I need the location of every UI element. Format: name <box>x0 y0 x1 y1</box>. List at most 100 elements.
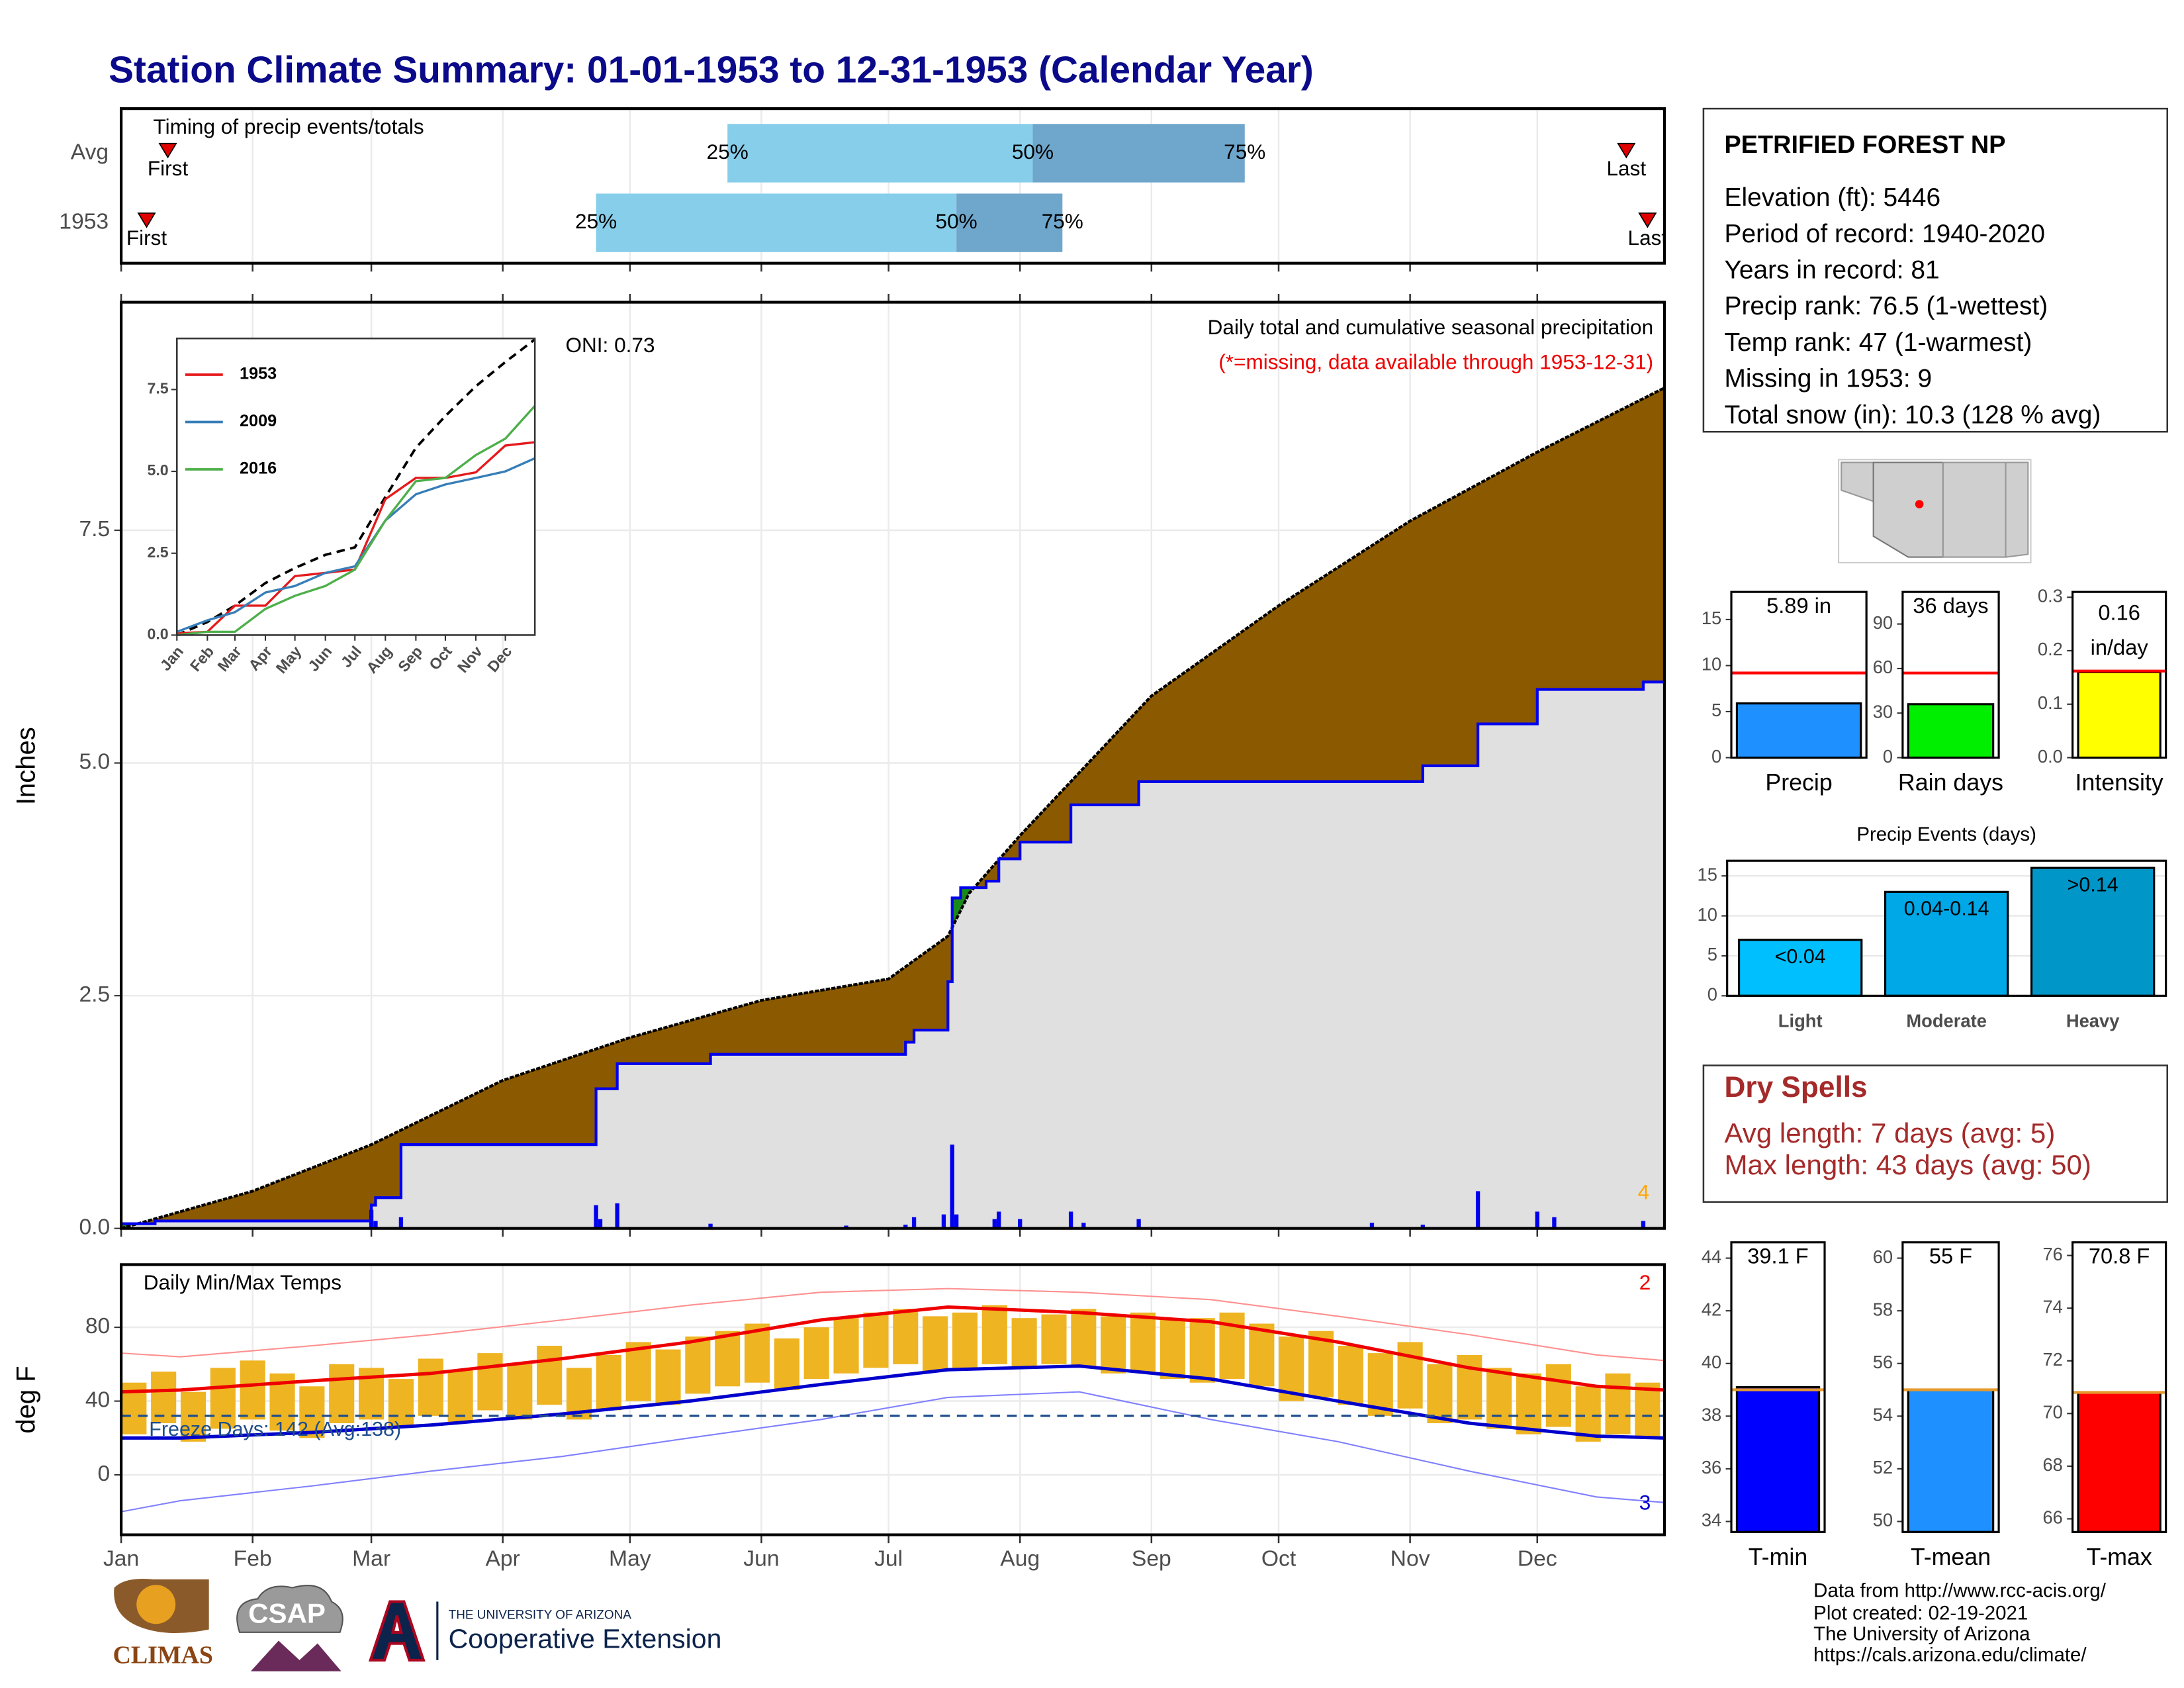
temp-range-bar <box>447 1370 473 1424</box>
temp-range-bar <box>240 1360 265 1420</box>
temp-range-bar <box>1011 1318 1037 1368</box>
mini-border <box>2071 590 2167 759</box>
unit-label: in/day <box>2091 635 2149 659</box>
y-tick-label: 44 <box>1702 1246 1721 1267</box>
temp-range-bar <box>1101 1316 1126 1374</box>
panel-border <box>119 301 1666 1230</box>
event-bar <box>2030 867 2156 997</box>
temp-range-bar <box>1189 1318 1215 1383</box>
daily-precip-bar <box>708 1223 713 1229</box>
temp-range-bar <box>923 1316 948 1372</box>
legend-label: 2016 <box>240 459 277 478</box>
daily-precip-bar <box>992 1219 997 1229</box>
row-label: Avg <box>71 140 109 164</box>
timing-bar <box>727 124 1033 183</box>
y-axis-label: deg F <box>12 1366 41 1433</box>
daily-precip-bar <box>598 1219 603 1229</box>
daily-precip-bar <box>911 1217 917 1229</box>
daily-precip-bar <box>903 1225 908 1229</box>
temp-range-bar <box>685 1336 711 1394</box>
observed-area <box>121 680 1664 1229</box>
y-tick-label: 60 <box>1873 657 1893 677</box>
climas-sun <box>136 1585 176 1624</box>
mini-bar <box>2077 671 2161 759</box>
value-label: 39.1 F <box>1747 1243 1808 1268</box>
y-tick-label: 5 <box>1711 700 1721 720</box>
temp-range-bar <box>537 1345 563 1405</box>
panel-title: Timing of precip events/totals <box>154 115 424 138</box>
daily-precip-bar <box>615 1203 619 1229</box>
panel-title: Daily Min/Max Temps <box>144 1270 341 1294</box>
y-tick-label: 0.1 <box>2038 692 2063 713</box>
dry-spells-line: Avg length: 7 days (avg: 5) <box>1724 1117 2055 1149</box>
temp-range-bar <box>1635 1382 1661 1438</box>
x-category-label: Rain days <box>1898 769 2003 796</box>
event-bar <box>1884 890 2009 997</box>
footer-line: https://cals.arizona.edu/climate/ <box>1813 1644 2087 1665</box>
daily-precip-bar <box>1475 1191 1480 1229</box>
daily-precip-bar <box>1552 1217 1557 1229</box>
mini-border <box>1730 1241 1826 1533</box>
min-count-label: 3 <box>1639 1491 1651 1515</box>
timing-rows: 25% 50% 75% First Last 25% 50% 75% First Last <box>126 124 1664 252</box>
chart-title: Daily total and cumulative seasonal prec… <box>1208 315 1653 339</box>
y-tick-label: 80 <box>85 1314 110 1338</box>
percentile-label: 25% <box>575 209 617 233</box>
y-tick-label: 60 <box>1873 1246 1893 1267</box>
station-line: Years in record: 81 <box>1724 256 1939 285</box>
x-tick-label: Aug <box>1000 1546 1040 1571</box>
temp-range-bar <box>388 1379 414 1427</box>
y-tick-label: 0.0 <box>79 1215 110 1240</box>
station-line: Period of record: 1940-2020 <box>1724 220 2045 248</box>
x-category-label: T-max <box>2086 1544 2152 1570</box>
percentile-label: 50% <box>1012 140 1054 164</box>
daily-precip-bar <box>950 1145 954 1229</box>
temp-range-bar <box>418 1358 443 1416</box>
daily-precip-bar <box>373 1221 378 1229</box>
bar-label: >0.14 <box>2068 874 2118 896</box>
map-state <box>1942 461 2007 558</box>
temp-range-bar <box>477 1353 503 1411</box>
percentile-label: 50% <box>936 209 978 233</box>
chart-subtitle: (*=missing, data available through 1953-… <box>1218 350 1653 373</box>
mini-bar <box>1907 1388 1995 1533</box>
temp-range-bar <box>1160 1319 1185 1380</box>
y-tick-label: 90 <box>1873 612 1893 633</box>
temp-range-bar <box>151 1371 177 1424</box>
temp-range-bar <box>1545 1364 1571 1427</box>
mini-border <box>1901 590 2000 759</box>
y-tick-label: 30 <box>1873 701 1893 722</box>
timing-bar <box>1032 124 1245 183</box>
percentile-label: 75% <box>1224 140 1265 164</box>
legend-label: 1953 <box>240 365 277 383</box>
station-dot <box>1915 500 1924 508</box>
mini-bar <box>1735 1385 1821 1533</box>
record-max-line <box>121 1288 1665 1362</box>
station-box <box>1702 107 2169 433</box>
value-label: 36 days <box>1913 593 1988 618</box>
y-tick-label: 68 <box>2042 1454 2062 1475</box>
value-label: 70.8 F <box>2089 1243 2150 1268</box>
ua-a <box>368 1600 426 1662</box>
percentile-label: 75% <box>1042 209 1083 233</box>
panel-border <box>119 107 1666 265</box>
event-label: First <box>148 156 189 180</box>
climas-logo: CLIMAS <box>113 1641 212 1669</box>
daily-precip-bar <box>398 1217 404 1229</box>
y-axis-label: Inches <box>12 727 41 805</box>
temp-range-bar <box>1041 1314 1067 1364</box>
value-label: 0.16 <box>2098 600 2140 624</box>
y-tick-label: 34 <box>1702 1510 1721 1530</box>
chart-title: Precip Events (days) <box>1856 823 2036 845</box>
station-line: Missing in 1953: 9 <box>1724 365 1932 393</box>
y-tick-label: 0.0 <box>147 626 168 643</box>
y-tick-label: 70 <box>2042 1402 2062 1423</box>
y-tick-label: 5 <box>1707 944 1717 964</box>
temp-range-bar <box>1427 1364 1453 1424</box>
series-line <box>176 457 535 633</box>
average-line <box>176 338 536 637</box>
footer-line: Plot created: 02-19-2021 <box>1813 1602 2028 1624</box>
value-label: 55 F <box>1929 1243 1972 1268</box>
event-marker <box>1617 142 1636 159</box>
